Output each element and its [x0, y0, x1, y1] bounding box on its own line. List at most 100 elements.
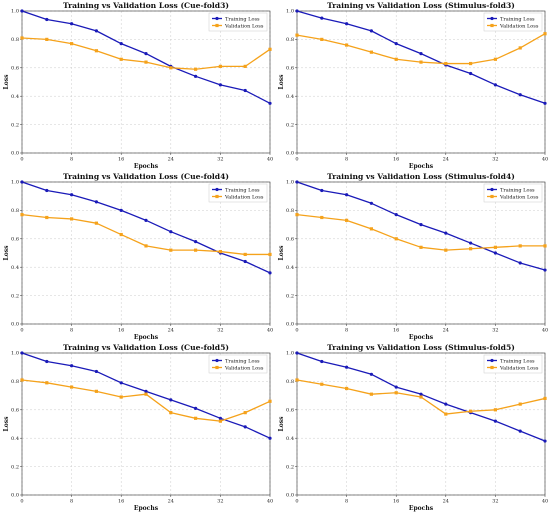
y-tick-label: 0.0	[286, 493, 294, 499]
axes-frame	[21, 10, 271, 154]
y-tick-label: 1.0	[11, 351, 19, 357]
data-point	[320, 37, 324, 41]
chart-panel-3: 0 8 16 24 32 40 0.0 0.2 0.4 0.6 0.8 1.0 Training vs …	[275, 171, 550, 342]
x-tick-label: 16	[393, 328, 399, 334]
data-point	[144, 52, 148, 56]
x-axis-label: Epochs	[134, 163, 159, 170]
data-point	[45, 188, 49, 193]
y-tick-label: 0.0	[11, 493, 19, 499]
data-point	[45, 215, 49, 220]
data-point	[394, 42, 398, 46]
x-tick-label: 40	[542, 157, 548, 163]
legend-box	[483, 12, 543, 32]
data-point	[243, 259, 247, 264]
x-tick-label: 40	[542, 328, 548, 334]
y-tick-label: 0.4	[286, 436, 294, 442]
data-point	[243, 64, 247, 68]
x-tick-label: 16	[118, 328, 124, 334]
x-tick-label: 0	[20, 499, 23, 505]
y-tick-label: 0.8	[286, 208, 294, 214]
data-point	[45, 37, 49, 41]
data-point	[218, 64, 222, 68]
data-point	[295, 33, 299, 37]
x-tick-label: 32	[492, 328, 498, 334]
data-point	[295, 351, 299, 355]
y-tick-label: 0.2	[286, 464, 294, 470]
x-tick-label: 24	[168, 499, 174, 505]
y-tick-label: 0.6	[11, 66, 19, 72]
x-tick-label: 40	[542, 499, 548, 505]
chart-svg: 0 8 16 24 32 40 0.0 0.2 0.4 0.6 0.8 1.0 Training vs …	[278, 343, 548, 512]
x-tick-label: 40	[267, 499, 273, 505]
x-tick-label: 40	[267, 157, 273, 163]
data-point	[518, 93, 522, 97]
data-point	[369, 392, 373, 396]
y-axis-label: Loss	[278, 245, 285, 261]
data-point	[394, 385, 398, 389]
data-point	[320, 16, 324, 20]
data-point	[295, 180, 299, 184]
chart-title: Training vs Validation Loss (Stimulus-fo…	[327, 172, 515, 181]
data-point	[169, 230, 173, 234]
chart-svg: 0 8 16 24 32 40 0.0 0.2 0.4 0.6 0.8 1.0 Training vs …	[3, 343, 273, 512]
y-tick-label: 0.2	[11, 122, 19, 128]
legend-box	[208, 354, 268, 374]
chart-panel-1: 0 8 16 24 32 40 0.0 0.2 0.4 0.6 0.8 1.0 Training vs …	[275, 0, 550, 171]
chart-panel-5: 0 8 16 24 32 40 0.0 0.2 0.4 0.6 0.8 1.0 Training vs …	[275, 342, 550, 513]
data-point	[119, 57, 123, 61]
plot-area	[297, 353, 545, 495]
y-axis-label: Loss	[3, 74, 10, 90]
data-point	[194, 406, 198, 410]
x-tick-label: 0	[295, 328, 298, 334]
y-tick-label: 1.0	[11, 180, 19, 186]
data-point	[45, 359, 49, 364]
x-tick-label: 32	[217, 157, 223, 163]
data-point	[518, 429, 522, 433]
x-tick-label: 24	[168, 328, 174, 334]
y-tick-label: 0.6	[286, 66, 294, 72]
data-point	[419, 245, 423, 249]
chart-title: Training vs Validation Loss (Cue-fold3)	[63, 1, 229, 10]
data-point	[345, 193, 349, 197]
data-point	[493, 245, 497, 249]
data-point	[394, 391, 398, 395]
data-point	[419, 395, 423, 399]
x-tick-label: 32	[492, 499, 498, 505]
y-tick-label: 0.0	[11, 322, 19, 328]
data-point	[543, 101, 547, 105]
x-tick-label: 16	[393, 499, 399, 505]
data-point	[194, 74, 198, 78]
x-tick-label: 8	[345, 157, 348, 163]
data-point	[518, 402, 522, 406]
x-axis-label: Epochs	[134, 334, 159, 341]
y-axis-label: Loss	[278, 74, 285, 90]
legend-label: Training Loss	[500, 358, 535, 364]
data-point	[194, 416, 198, 420]
data-point	[369, 372, 373, 376]
data-point	[493, 251, 497, 255]
data-point	[518, 261, 522, 265]
data-point	[295, 9, 299, 13]
data-point	[218, 416, 222, 420]
x-tick-label: 16	[118, 499, 124, 505]
data-point	[369, 29, 373, 33]
legend-label: Training Loss	[225, 187, 260, 193]
data-point	[169, 398, 173, 402]
data-point	[119, 232, 123, 237]
chart-title: Training vs Validation Loss (Stimulus-fo…	[327, 1, 515, 10]
x-axis-label: Epochs	[134, 505, 159, 512]
legend-swatch-marker	[215, 358, 219, 363]
data-point	[295, 378, 299, 382]
legend-label: Training Loss	[500, 187, 535, 193]
data-point	[268, 252, 272, 257]
x-axis-label: Epochs	[409, 334, 434, 341]
y-tick-label: 0.4	[11, 265, 19, 271]
data-point	[20, 36, 24, 40]
data-point	[20, 9, 24, 13]
data-point	[369, 201, 373, 205]
y-tick-label: 0.6	[286, 408, 294, 414]
legend-swatch-marker	[215, 16, 219, 21]
chart-title: Training vs Validation Loss (Cue-fold4)	[63, 172, 229, 181]
data-point	[469, 71, 473, 76]
